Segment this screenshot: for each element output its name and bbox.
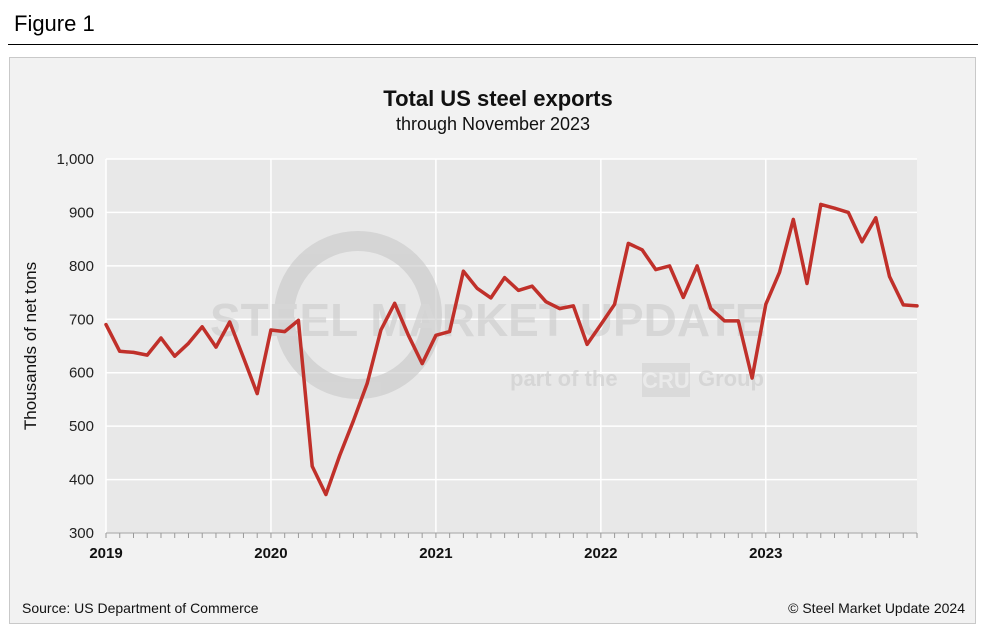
data-point <box>846 210 850 214</box>
data-point <box>283 330 287 334</box>
x-tick-label: 2021 <box>419 545 452 562</box>
gridlines <box>105 158 917 534</box>
data-point <box>434 333 438 337</box>
data-point <box>186 341 190 345</box>
x-tick-label: 2020 <box>254 545 287 562</box>
data-point <box>310 464 314 468</box>
data-point <box>571 304 575 308</box>
data-point <box>681 295 685 299</box>
line-chart: Total US steel exports through November … <box>21 86 965 616</box>
data-point <box>736 319 740 323</box>
data-point <box>915 304 919 308</box>
header-divider <box>8 44 978 45</box>
data-point <box>145 353 149 357</box>
data-point <box>173 354 177 358</box>
data-point <box>475 286 479 290</box>
watermark-sub-prefix: part of the <box>510 366 618 391</box>
chart-subtitle: through November 2023 <box>396 114 590 134</box>
data-point <box>819 202 823 206</box>
chart-panel: Total US steel exports through November … <box>9 57 976 624</box>
watermark: STEEL MARKET UPDATE part of the CRU Grou… <box>210 231 765 399</box>
data-point <box>599 323 603 327</box>
y-tick-label: 400 <box>69 472 94 489</box>
data-point <box>709 307 713 311</box>
data-point <box>558 307 562 311</box>
data-point <box>200 325 204 329</box>
watermark-main: STEEL MARKET UPDATE <box>210 294 765 346</box>
data-point <box>420 362 424 366</box>
data-point <box>530 284 534 288</box>
data-point <box>131 350 135 354</box>
data-point <box>448 330 452 334</box>
data-point <box>805 281 809 285</box>
y-tick-label: 700 <box>69 311 94 328</box>
data-point <box>668 264 672 268</box>
chart-title: Total US steel exports <box>383 86 612 111</box>
data-point <box>516 288 520 292</box>
series-line-steel-exports <box>104 202 919 497</box>
x-tick-label: 2019 <box>89 545 122 562</box>
data-point <box>723 319 727 323</box>
y-axis-label: Thousands of net tons <box>21 262 40 430</box>
data-point <box>750 376 754 380</box>
data-point <box>764 302 768 306</box>
data-point <box>489 296 493 300</box>
data-point <box>324 493 328 497</box>
watermark-cru-logo-box <box>642 363 690 397</box>
y-tick-label: 500 <box>69 418 94 435</box>
data-point <box>640 248 644 252</box>
data-point <box>901 303 905 307</box>
data-point <box>544 300 548 304</box>
series-layer <box>104 202 919 497</box>
data-point <box>833 206 837 210</box>
data-point <box>104 323 108 327</box>
y-tick-label: 300 <box>69 525 94 542</box>
data-point <box>269 328 273 332</box>
data-point <box>778 270 782 274</box>
data-point <box>613 302 617 306</box>
data-point <box>874 216 878 220</box>
data-point <box>159 336 163 340</box>
watermark-logo-ring <box>274 231 442 399</box>
data-point <box>406 333 410 337</box>
watermark-cru-logo: CRU <box>642 368 690 393</box>
y-tick-label: 800 <box>69 258 94 275</box>
data-point <box>351 419 355 423</box>
source-note: Source: US Department of Commerce <box>22 600 259 616</box>
x-tick-label: 2022 <box>584 545 617 562</box>
data-point <box>241 356 245 360</box>
data-point <box>626 241 630 245</box>
data-point <box>860 240 864 244</box>
data-point <box>296 318 300 322</box>
data-point <box>214 345 218 349</box>
x-tick-label: 2023 <box>749 545 782 562</box>
copyright-note: © Steel Market Update 2024 <box>788 600 965 616</box>
plot-area <box>106 159 917 533</box>
y-tick-label: 600 <box>69 365 94 382</box>
data-point <box>585 342 589 346</box>
data-point <box>393 301 397 305</box>
data-point <box>791 217 795 221</box>
figure-label: Figure 1 <box>14 11 95 36</box>
data-point <box>461 269 465 273</box>
data-point <box>118 349 122 353</box>
y-tick-label: 900 <box>69 204 94 221</box>
data-point <box>338 454 342 458</box>
data-point <box>695 264 699 268</box>
data-point <box>255 392 259 396</box>
data-point <box>888 275 892 279</box>
data-point <box>365 381 369 385</box>
y-tick-label: 1,000 <box>56 151 94 168</box>
data-point <box>654 268 658 272</box>
y-axis-ticks: 1,000 900 800 700 600 500 400 300 <box>56 151 94 542</box>
data-point <box>228 320 232 324</box>
data-point <box>503 276 507 280</box>
data-point <box>379 328 383 332</box>
x-axis-ticks: 2019 2020 2021 2022 2023 <box>89 532 918 562</box>
